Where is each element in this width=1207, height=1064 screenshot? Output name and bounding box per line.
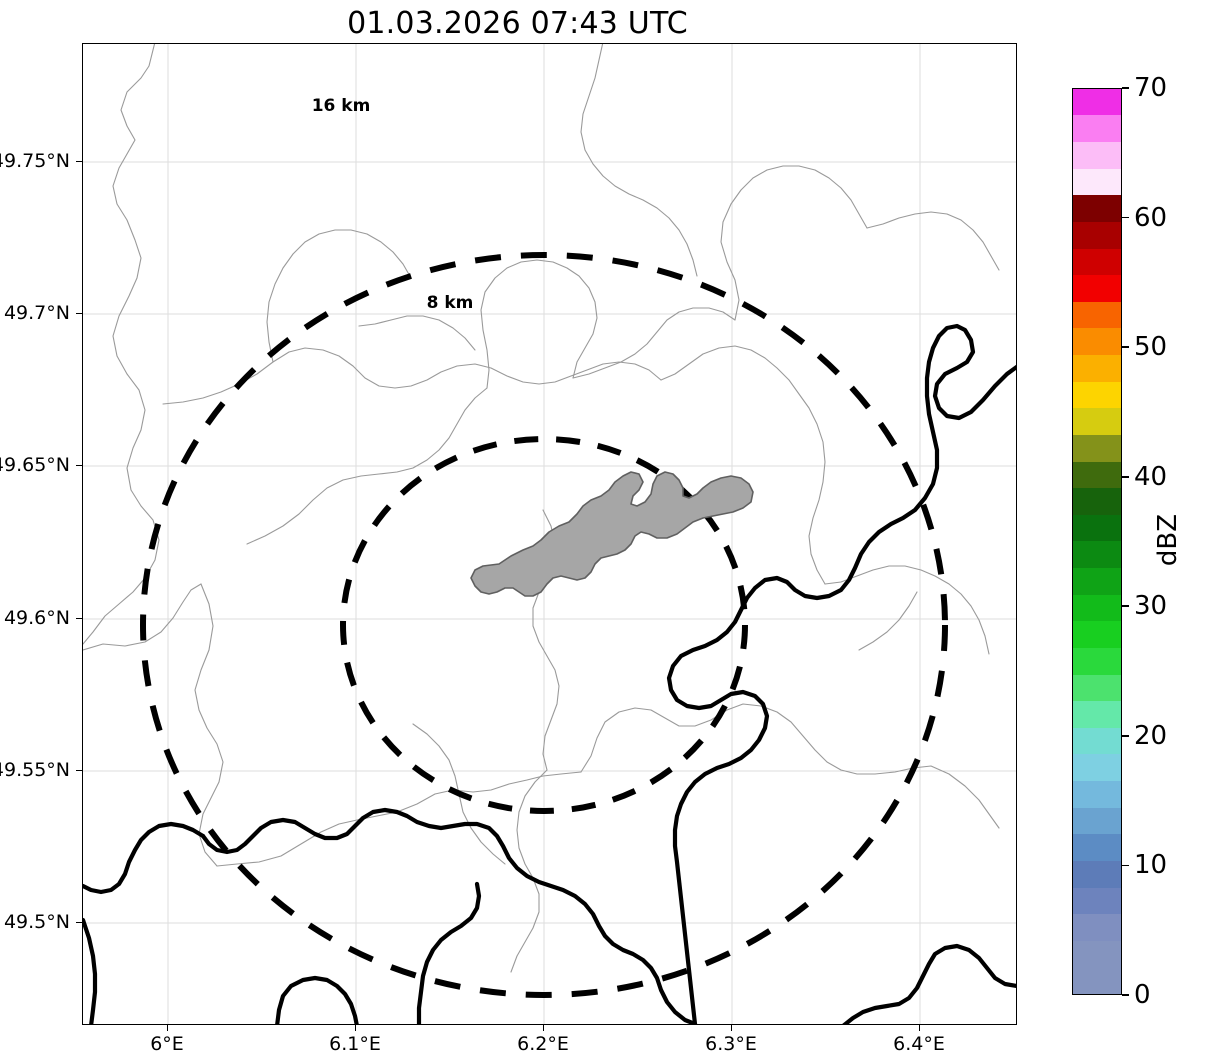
x-tick-label: 6.3°E bbox=[705, 1033, 757, 1055]
colorbar-band bbox=[1073, 674, 1121, 702]
colorbar-band bbox=[1073, 807, 1121, 835]
colorbar-tick-label: 30 bbox=[1134, 591, 1168, 622]
colorbar-band bbox=[1073, 754, 1121, 781]
admin-boundaries bbox=[83, 44, 1000, 973]
range-ring-label-16km: 16 km bbox=[311, 96, 371, 116]
colorbar-tick-label: 10 bbox=[1134, 850, 1168, 881]
colorbar-band bbox=[1073, 355, 1121, 382]
y-tickmark bbox=[76, 313, 82, 315]
colorbar-band bbox=[1073, 275, 1121, 302]
colorbar-tickmark bbox=[1122, 87, 1129, 89]
colorbar-band bbox=[1073, 887, 1121, 915]
colorbar-tickmark bbox=[1122, 216, 1129, 219]
colorbar-axis-label: dBZ bbox=[1153, 513, 1183, 567]
colorbar-band bbox=[1073, 195, 1121, 222]
colorbar-band bbox=[1073, 328, 1121, 355]
colorbar-band bbox=[1073, 248, 1121, 276]
y-tick-label: 49.65°N bbox=[0, 454, 70, 476]
colorbar-band bbox=[1073, 434, 1121, 462]
y-tick-label: 49.75°N bbox=[0, 150, 70, 172]
colorbar-band bbox=[1073, 514, 1121, 542]
x-tickmark bbox=[167, 1025, 169, 1031]
map-vector-layers bbox=[83, 44, 1016, 1024]
colorbar-band bbox=[1073, 488, 1121, 515]
y-tick-label: 49.6°N bbox=[3, 607, 70, 629]
x-tick-label: 6.4°E bbox=[893, 1033, 945, 1055]
colorbar-band bbox=[1073, 621, 1121, 648]
colorbar-band bbox=[1073, 594, 1121, 622]
colorbar-tick-label: 60 bbox=[1134, 202, 1168, 233]
y-tick-label: 49.5°N bbox=[3, 911, 70, 933]
colorbar-tick-label: 40 bbox=[1134, 461, 1168, 492]
y-tickmark bbox=[76, 770, 82, 772]
colorbar-tickmark bbox=[1122, 346, 1129, 348]
colorbar-band bbox=[1073, 221, 1121, 249]
y-tickmark bbox=[76, 465, 82, 467]
y-tickmark bbox=[76, 618, 82, 620]
colorbar-band bbox=[1073, 701, 1121, 728]
colorbar-band bbox=[1073, 860, 1121, 888]
colorbar-band bbox=[1073, 168, 1121, 196]
colorbar-tickmark bbox=[1122, 605, 1129, 608]
x-tickmark bbox=[731, 1025, 733, 1031]
x-tick-label: 6.2°E bbox=[517, 1033, 569, 1055]
x-tick-label: 6.1°E bbox=[329, 1033, 381, 1055]
colorbar-band bbox=[1073, 408, 1121, 435]
colorbar-tick-label: 20 bbox=[1134, 720, 1168, 751]
page-title: 01.03.2026 07:43 UTC bbox=[347, 6, 688, 41]
y-tick-label: 49.7°N bbox=[3, 302, 70, 324]
colorbar-band bbox=[1073, 461, 1121, 489]
colorbar-band bbox=[1073, 88, 1121, 116]
colorbar-tickmark bbox=[1122, 735, 1129, 737]
colorbar-band bbox=[1073, 142, 1121, 169]
colorbar-band bbox=[1073, 781, 1121, 808]
colorbar-band bbox=[1073, 301, 1121, 329]
colorbar-band bbox=[1073, 115, 1121, 142]
colorbar[interactable]: 0 10 20 30 40 50 60 70 bbox=[1072, 73, 1167, 1010]
colorbar-band bbox=[1073, 834, 1121, 861]
country-borders bbox=[83, 323, 1016, 1024]
colorbar-tickmark bbox=[1122, 864, 1129, 867]
x-tickmark bbox=[919, 1025, 921, 1031]
colorbar-band bbox=[1073, 727, 1121, 755]
colorbar-tick-label: 50 bbox=[1134, 332, 1168, 363]
colorbar-band bbox=[1073, 967, 1121, 994]
colorbar-tickmark bbox=[1122, 475, 1129, 478]
x-tickmark bbox=[543, 1025, 545, 1031]
range-ring-16km bbox=[140, 252, 948, 998]
y-tickmark bbox=[76, 922, 82, 924]
city-polygon bbox=[470, 471, 754, 597]
radar-map-plot[interactable] bbox=[82, 43, 1017, 1025]
colorbar-band bbox=[1073, 940, 1121, 968]
x-tick-label: 6°E bbox=[150, 1033, 184, 1055]
colorbar-band bbox=[1073, 647, 1121, 675]
range-ring-8km bbox=[340, 436, 748, 814]
colorbar-tickmark bbox=[1122, 994, 1129, 996]
colorbar-tick-label: 70 bbox=[1134, 73, 1168, 103]
x-tickmark bbox=[355, 1025, 357, 1031]
colorbar-band bbox=[1073, 568, 1121, 595]
colorbar-tick-label: 0 bbox=[1134, 980, 1151, 1010]
colorbar-band bbox=[1073, 381, 1121, 409]
map-gridlines bbox=[83, 44, 1016, 1024]
y-tickmark bbox=[76, 161, 82, 163]
y-tick-label: 49.55°N bbox=[0, 759, 70, 781]
colorbar-band bbox=[1073, 541, 1121, 568]
colorbar-band bbox=[1073, 914, 1121, 941]
range-ring-label-8km: 8 km bbox=[426, 293, 474, 313]
colorbar-gradient bbox=[1072, 88, 1122, 995]
